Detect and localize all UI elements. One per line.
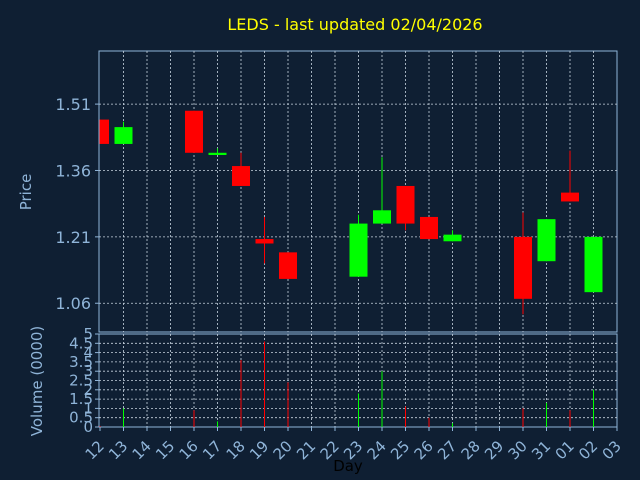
volume-axis-label: Volume (0000) (28, 326, 46, 436)
volume-y-ticks: 00.511.522.533.544.55 (69, 325, 99, 436)
price-tick-label: 1.51 (55, 95, 91, 114)
chart-title: LEDS - last updated 02/04/2026 (227, 15, 482, 34)
candle-body (561, 192, 579, 202)
x-tick-label: 26 (411, 437, 437, 463)
x-tick-label: 25 (387, 437, 413, 463)
x-tick-label: 01 (552, 437, 578, 463)
candle-17 (208, 148, 227, 155)
candle-16 (185, 110, 203, 153)
price-panel: 1.06 1.21 1.36 1.51 Price (17, 50, 618, 333)
x-tick-label: 31 (528, 437, 554, 463)
price-plot-area (98, 50, 618, 333)
candle-18 (232, 152, 250, 186)
candle-19 (255, 216, 274, 264)
volume-tick-label: 2.5 (69, 372, 93, 390)
volume-tick-label: 3 (83, 362, 93, 380)
x-tick-label: 14 (129, 437, 155, 463)
candle-26 (420, 216, 438, 240)
price-tick-label: 1.06 (55, 294, 91, 313)
x-tick-label: 24 (364, 437, 390, 463)
price-tick-label: 1.36 (55, 161, 91, 180)
x-tick-label: 19 (246, 437, 272, 463)
volume-panel: 00.511.522.533.544.55 Volume (0000) (28, 325, 618, 436)
candle-body (255, 239, 274, 244)
volume-tick-label: 0.5 (69, 409, 93, 427)
candle-30 (514, 212, 532, 315)
x-axis-label: Day (333, 457, 363, 475)
x-tick-label: 21 (293, 437, 319, 463)
candle-02 (584, 236, 603, 293)
volume-tick-label: 1 (83, 399, 93, 417)
volume-tick-label: 1.5 (69, 390, 93, 408)
price-y-ticks: 1.06 1.21 1.36 1.51 (55, 95, 99, 313)
volume-tick-label: 5 (83, 325, 93, 343)
candle-body (208, 152, 227, 155)
x-tick-label: 15 (152, 437, 178, 463)
price-grid (99, 51, 617, 332)
candle-body (349, 223, 368, 277)
candle-body (232, 166, 250, 186)
x-tick-label: 17 (199, 437, 225, 463)
candle-body (584, 236, 603, 293)
candle-body (537, 219, 556, 262)
volume-bars (99, 341, 594, 427)
volume-tick-label: 2 (83, 381, 93, 399)
price-tick-label: 1.21 (55, 228, 91, 247)
volume-tick-label: 3.5 (69, 353, 93, 371)
candle-body (514, 236, 532, 299)
candle-24 (373, 157, 391, 224)
x-tick-label: 28 (458, 437, 484, 463)
x-tick-label: 12 (82, 437, 108, 463)
candle-12 (99, 119, 109, 144)
x-tick-label: 30 (505, 437, 531, 463)
x-tick-label: 16 (176, 437, 202, 463)
x-tick-label: 20 (270, 437, 296, 463)
x-tick-label: 03 (599, 437, 625, 463)
x-tick-label: 27 (434, 437, 460, 463)
volume-tick-label: 4 (83, 344, 93, 362)
candle-body (373, 210, 391, 224)
candle-body (185, 110, 203, 153)
candle-01 (561, 150, 579, 202)
candle-body (114, 127, 133, 144)
candle-body (100, 119, 109, 144)
x-tick-label: 02 (575, 437, 601, 463)
candle-body (396, 185, 415, 224)
candle-31 (537, 219, 556, 262)
volume-tick-label: 0 (83, 418, 93, 436)
candle-27 (443, 230, 462, 242)
price-axis-label: Price (17, 174, 35, 211)
candle-body (443, 234, 462, 242)
candle-13 (114, 121, 133, 144)
candle-25 (396, 185, 415, 231)
volume-tick-label: 4.5 (69, 334, 93, 352)
x-tick-label: 18 (223, 437, 249, 463)
candle-23 (349, 214, 368, 277)
candle-body (279, 252, 297, 279)
x-tick-label: 29 (481, 437, 507, 463)
x-tick-label: 13 (105, 437, 131, 463)
candle-body (420, 216, 438, 240)
price-candles (99, 110, 603, 315)
candle-20 (279, 252, 297, 279)
